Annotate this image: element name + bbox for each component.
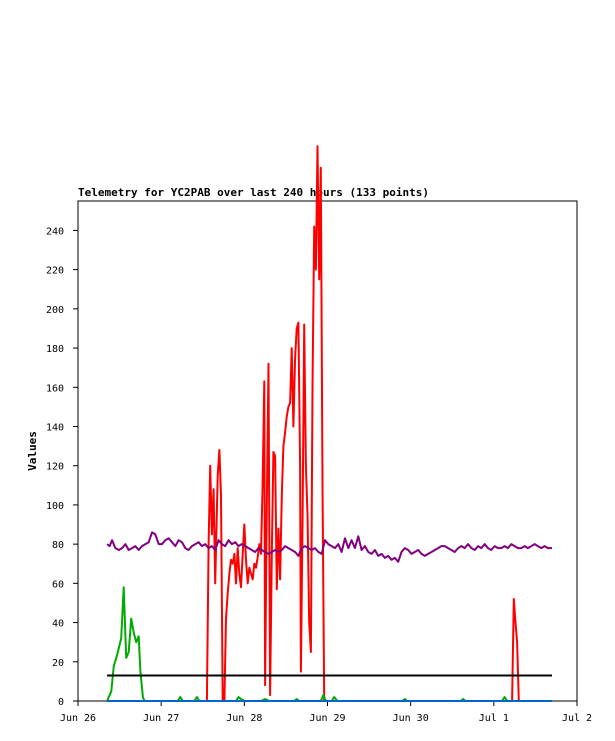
x-tick-label: Jun 28 [226, 713, 262, 724]
y-tick-label: 40 [52, 619, 64, 630]
series-line-0 [107, 145, 552, 702]
x-tick-label: Jun 29 [309, 713, 345, 724]
x-tick-label: Jul 1 [479, 713, 509, 724]
x-tick-label: Jul 2 [562, 713, 592, 724]
x-tick-label: Jun 30 [393, 713, 429, 724]
series-layer [106, 145, 552, 702]
chart-title: Telemetry for YC2PAB over last 240 hours… [78, 186, 429, 199]
y-tick-label: 100 [46, 501, 64, 512]
y-axis: 0 20 40 60 80 100 120 140 160 180 200 220 240 [46, 226, 78, 708]
y-tick-label: 0 [58, 697, 64, 708]
y-tick-label: 240 [46, 226, 64, 237]
x-tick-label: Jun 27 [143, 713, 179, 724]
y-tick-label: 200 [46, 305, 64, 316]
y-tick-label: 60 [52, 579, 64, 590]
y-tick-label: 180 [46, 344, 64, 355]
y-tick-label: 120 [46, 462, 64, 473]
y-tick-label: 140 [46, 422, 64, 433]
y-tick-label: 20 [52, 658, 64, 669]
series-line-1 [106, 586, 552, 702]
y-tick-label: 80 [52, 540, 64, 551]
y-tick-label: 220 [46, 266, 64, 277]
plot-frame [77, 200, 578, 702]
x-axis: Jun 26 Jun 27 Jun 28 Jun 29 Jun 30 Jul 1 Jul 2 [60, 701, 592, 724]
series-line-2 [106, 531, 552, 563]
y-axis-label: Values [26, 431, 39, 471]
x-tick-label: Jun 26 [60, 713, 96, 724]
y-tick-label: 160 [46, 383, 64, 394]
